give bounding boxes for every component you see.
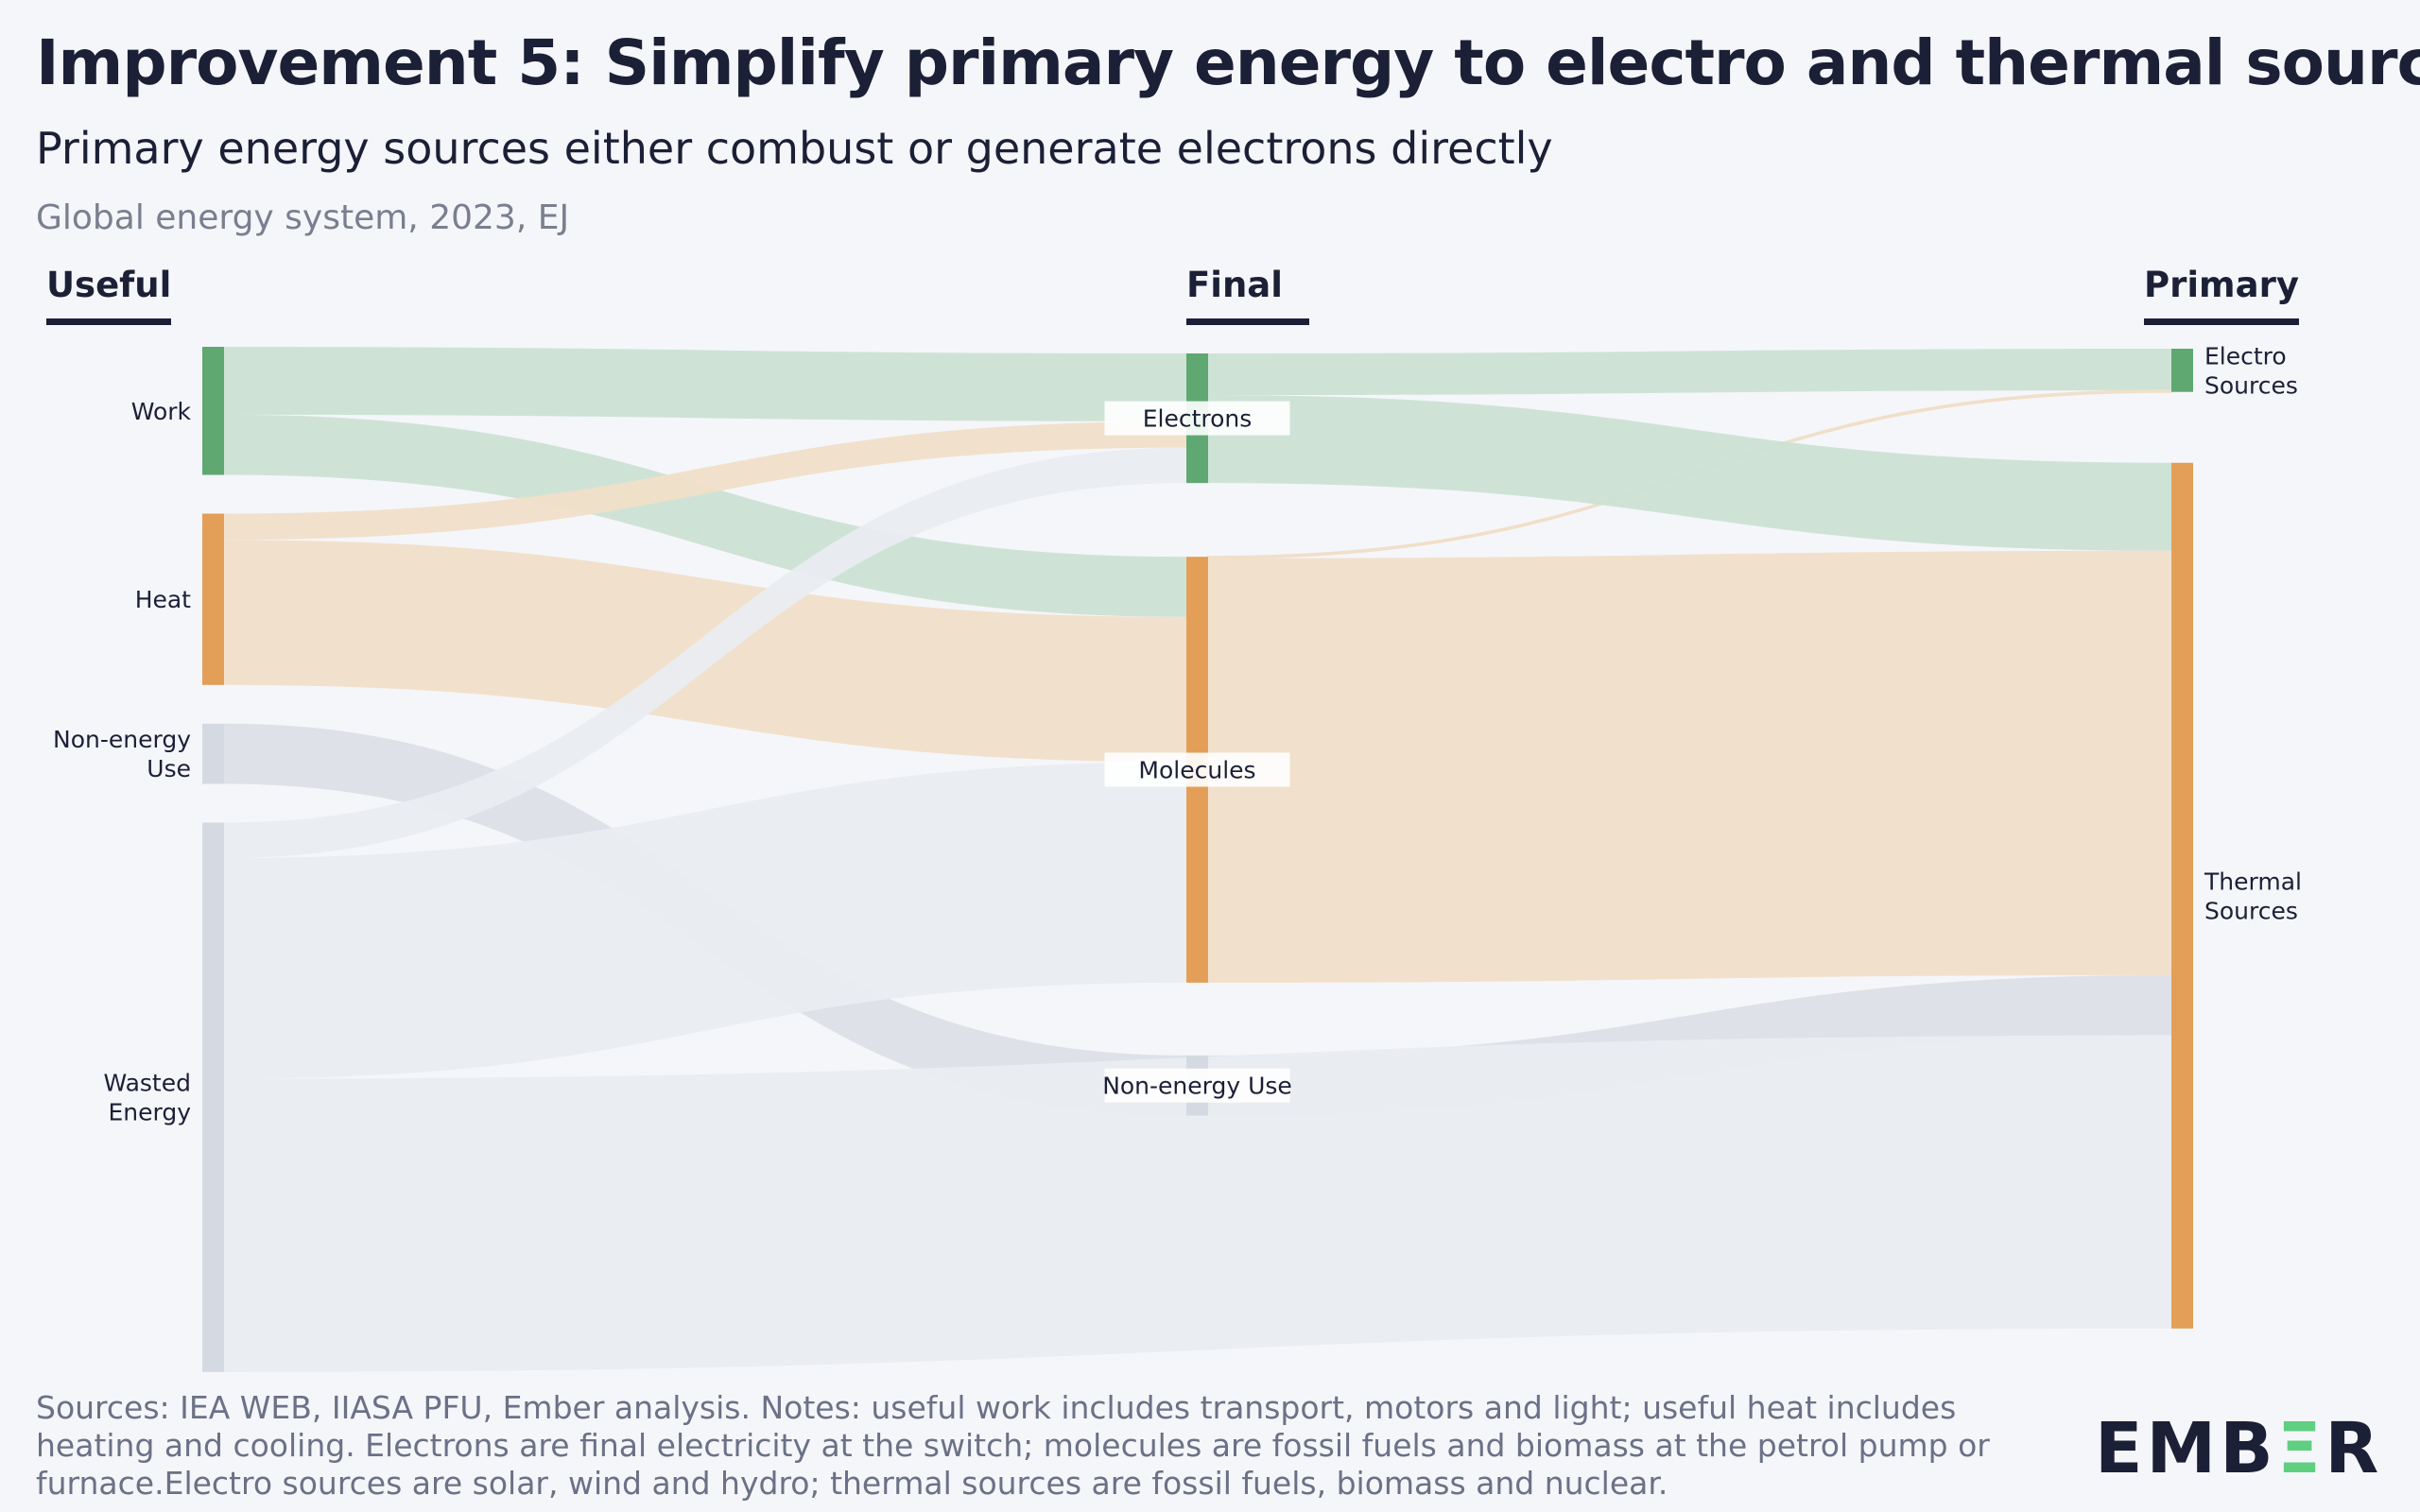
node-thermal — [2171, 462, 2193, 1329]
node-wasted — [202, 822, 224, 1372]
node-label-thermal: Thermal Sources — [2204, 868, 2302, 924]
ember-logo: EMBΞR — [2095, 1408, 2383, 1489]
column-header-useful: Useful — [46, 265, 172, 325]
column-header-final: Final — [1186, 265, 1309, 325]
column-header-primary: Primary — [2144, 265, 2299, 325]
node-label-molecules: Molecules — [1138, 757, 1255, 784]
link-electrons-to-thermal — [1208, 395, 2171, 551]
chart-subtitle: Primary energy sources either combust or… — [36, 123, 1553, 174]
chart-meta: Global energy system, 2023, EJ — [36, 198, 570, 237]
footer-notes: Sources: IEA WEB, IIASA PFU, Ember analy… — [36, 1389, 1990, 1502]
node-label-work: Work — [131, 398, 192, 425]
node-label-heat: Heat — [135, 586, 191, 613]
link-heat-to-electrons — [224, 421, 1186, 541]
link-wasted-to-electrons — [224, 447, 1186, 859]
label-box-nonenergy_f — [1104, 1068, 1290, 1103]
label-box-electrons — [1104, 401, 1290, 436]
link-wasted-to-thermal — [224, 1035, 2171, 1372]
node-label-electrons: Electrons — [1143, 405, 1253, 433]
link-work-to-electrons — [224, 347, 1186, 421]
link-molecules-to-thermal — [1208, 550, 2171, 983]
link-wasted-to-molecules — [224, 762, 1186, 1079]
node-work — [202, 347, 224, 475]
links-layer — [224, 347, 2172, 1372]
labels-layer: Work Heat Non-energy Use Wasted Energy Electro… — [53, 342, 2302, 1125]
link-work-to-molecules — [224, 414, 1186, 617]
link-electrons-to-electro — [1208, 349, 2171, 396]
node-label-wasted: Wasted Energy — [103, 1070, 191, 1126]
label-box-molecules — [1104, 752, 1290, 787]
node-label-electro: Electro Sources — [2204, 342, 2298, 399]
node-nonenergy_u — [202, 723, 224, 784]
chart-title: Improvement 5: Simplify primary energy t… — [36, 26, 2420, 99]
node-label-nonenergy_f: Non-energy Use — [1102, 1073, 1292, 1100]
node-electro — [2171, 349, 2193, 392]
node-heat — [202, 513, 224, 685]
node-label-nonenergy_u: Non-energy Use — [53, 726, 191, 782]
